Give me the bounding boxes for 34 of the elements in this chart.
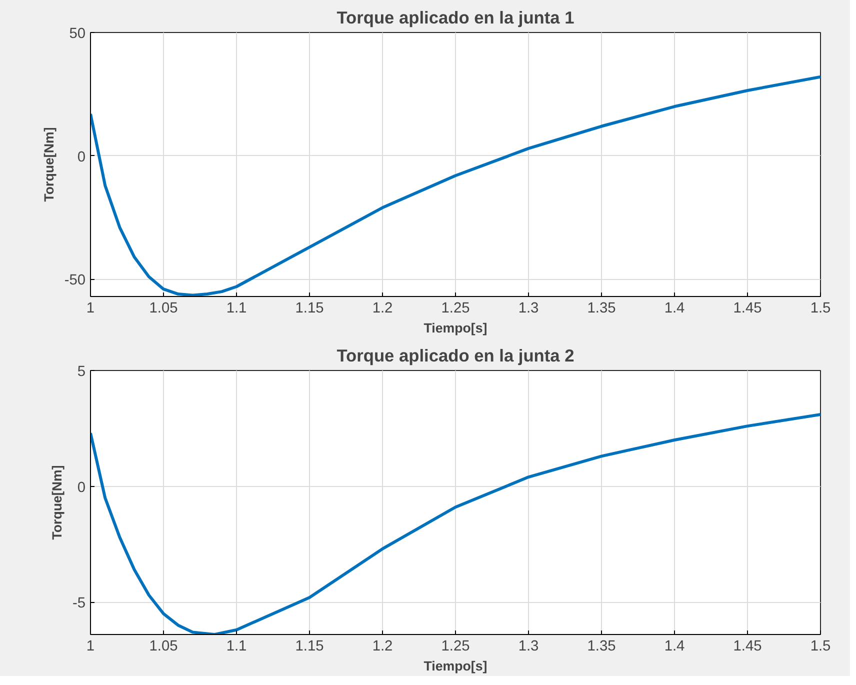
x-tick-label: 1.5 (810, 300, 831, 316)
y-tick-label: 50 (69, 26, 86, 42)
x-tick-label: 1.2 (372, 638, 393, 654)
x-tick-label: 1.15 (295, 638, 324, 654)
x-tick-label: 1.45 (733, 300, 762, 316)
x-tick-label: 1.2 (372, 300, 393, 316)
y-axis-title: Torque[Nm] (49, 465, 64, 540)
x-tick-label: 1.25 (441, 638, 470, 654)
x-tick-label: 1.3 (518, 638, 539, 654)
x-tick-label: 1.4 (664, 638, 685, 654)
x-tick-label: 1 (86, 638, 95, 654)
y-tick-label: -50 (64, 272, 86, 289)
chart-title: Torque aplicado en la junta 1 (336, 8, 575, 28)
y-tick-label: -5 (72, 596, 86, 612)
x-tick-label: 1.1 (226, 300, 247, 316)
x-tick-label: 1.45 (733, 638, 762, 654)
x-tick-label: 1.5 (810, 638, 831, 654)
y-tick-label: 5 (77, 364, 86, 380)
chart-title: Torque aplicado en la junta 2 (336, 346, 574, 366)
x-axis-title: Tiempo[s] (424, 320, 488, 336)
x-tick-label: 1.05 (149, 638, 178, 654)
x-axis-title: Tiempo[s] (424, 658, 488, 674)
x-tick-label: 1.25 (441, 300, 470, 316)
x-tick-label: 1 (86, 300, 95, 316)
y-tick-label: 0 (77, 480, 86, 496)
x-tick-label: 1.1 (226, 638, 247, 654)
x-tick-label: 1.35 (587, 638, 616, 654)
x-tick-label: 1.05 (149, 300, 178, 316)
x-tick-label: 1.3 (518, 300, 539, 316)
x-tick-label: 1.35 (587, 300, 616, 316)
y-axis-title: Torque[Nm] (41, 127, 56, 202)
y-tick-label: 0 (77, 149, 86, 166)
x-tick-label: 1.4 (664, 300, 685, 316)
x-tick-label: 1.15 (295, 300, 324, 316)
